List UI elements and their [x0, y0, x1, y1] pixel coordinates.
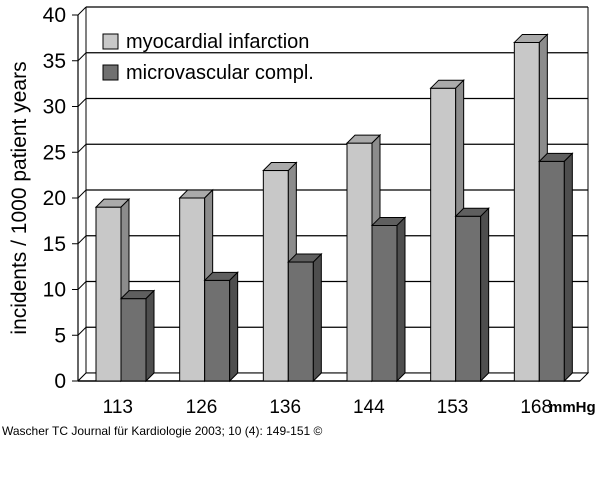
y-tick-label: 0 — [54, 370, 66, 393]
bar-microvascular — [371, 224, 398, 382]
grid-diagonal — [77, 326, 87, 336]
bar-side — [563, 152, 573, 383]
y-tick-label: 15 — [43, 233, 66, 256]
legend-label: myocardial infarction — [126, 31, 309, 53]
bar-side — [312, 252, 322, 383]
bar-myocardial-infarction — [346, 142, 373, 382]
y-tick-label: 10 — [43, 279, 66, 302]
y-tick-label: 20 — [43, 187, 66, 210]
grid-diagonal — [77, 143, 87, 153]
x-tick-label: 144 — [353, 397, 385, 418]
bar-myocardial-infarction — [430, 87, 457, 382]
bar-side — [145, 289, 155, 383]
bar-microvascular — [120, 298, 147, 382]
x-tick-label: 168 — [520, 397, 552, 418]
legend-swatch — [102, 33, 119, 50]
legend-label: microvascular compl. — [126, 62, 314, 84]
y-tick-label: 40 — [43, 4, 66, 27]
source-citation: Wascher TC Journal für Kardiologie 2003;… — [2, 424, 323, 438]
bar-myocardial-infarction — [179, 197, 206, 382]
bar-myocardial-infarction — [513, 41, 540, 382]
bar-microvascular — [538, 160, 565, 382]
x-tick-label: 153 — [437, 397, 469, 418]
grid-diagonal — [77, 52, 87, 62]
bar-myocardial-infarction — [262, 170, 289, 382]
grid-diagonal — [77, 98, 87, 107]
x-tick-label: 126 — [186, 397, 218, 418]
bar-microvascular — [204, 279, 231, 382]
grid-diagonal — [77, 235, 87, 245]
bar-side — [480, 207, 490, 383]
y-axis-title: incidents / 1000 patient years — [8, 61, 31, 334]
x-unit-label: mmHg — [549, 399, 596, 416]
grid-diagonal — [77, 189, 87, 199]
bar-myocardial-infarction — [95, 206, 122, 382]
x-tick-label: 113 — [103, 397, 133, 418]
grid-diagonal — [77, 6, 87, 16]
bar-microvascular — [287, 261, 314, 382]
bar-chart: 0 5 10 15 20 25 30 35 40 incidents / 1000 patient… — [8, 4, 596, 418]
legend-swatch — [102, 64, 119, 81]
grid-diagonal — [77, 281, 87, 290]
y-tick-label: 30 — [43, 96, 66, 119]
y-tick-label: 5 — [54, 324, 66, 347]
chart-floor — [76, 372, 590, 382]
y-tick-label: 25 — [43, 141, 66, 164]
bar-side — [229, 271, 239, 383]
y-tick-label: 35 — [43, 50, 66, 73]
x-tick-label: 136 — [269, 397, 301, 418]
bar-side — [396, 216, 406, 383]
bar-microvascular — [455, 215, 482, 382]
